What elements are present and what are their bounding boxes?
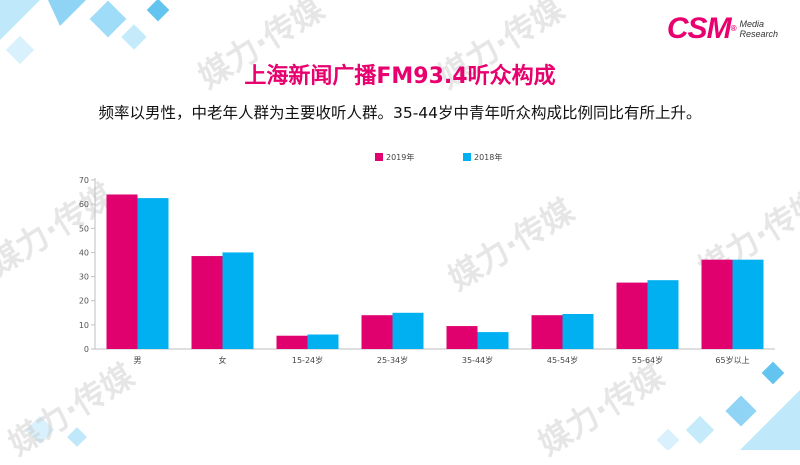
- page-title: 上海新闻广播FM93.4听众构成: [244, 64, 556, 89]
- legend-swatch: [375, 153, 383, 161]
- y-tick-label: 40: [79, 248, 89, 257]
- bar-2019: [446, 326, 478, 349]
- bar-2019: [361, 315, 393, 349]
- bar-2018: [732, 259, 764, 349]
- bar-2019: [616, 282, 648, 349]
- x-tick-label: 15-24岁: [292, 355, 323, 365]
- y-tick-label: 30: [79, 273, 89, 282]
- x-tick-label: 25-34岁: [377, 355, 408, 365]
- x-tick-label: 65岁以上: [715, 355, 749, 365]
- bar-2019: [701, 259, 733, 349]
- y-tick-label: 70: [79, 176, 89, 185]
- csm-logo: CSM® Media Research: [667, 14, 778, 44]
- bar-2019: [191, 256, 223, 349]
- logo-text: CSM®: [666, 12, 737, 45]
- bar-2018: [477, 332, 509, 349]
- bar-2018: [392, 312, 424, 349]
- bar-2018: [222, 252, 254, 349]
- bar-2019: [106, 194, 138, 349]
- legend-label: 2018年: [474, 152, 502, 162]
- y-tick-label: 60: [79, 200, 89, 209]
- page-subtitle: 频率以男性，中老年人群为主要收听人群。35-44岁中青年听众构成比例同比有所上升…: [98, 104, 702, 122]
- x-tick-label: 男: [134, 356, 142, 365]
- bar-2018: [647, 280, 679, 349]
- y-tick-label: 50: [79, 224, 89, 233]
- x-tick-label: 45-54岁: [547, 355, 578, 365]
- bar-2018: [307, 334, 339, 349]
- y-tick-label: 0: [84, 345, 89, 354]
- x-tick-label: 35-44岁: [462, 355, 493, 365]
- bar-2019: [276, 335, 308, 349]
- bar-2019: [531, 315, 563, 349]
- decoration-bottom-left: [25, 415, 87, 447]
- logo-subtext: Media Research: [739, 19, 778, 39]
- bar-2018: [137, 198, 169, 349]
- bar-2018: [562, 313, 594, 349]
- y-tick-label: 10: [79, 321, 89, 330]
- x-tick-label: 女: [219, 355, 227, 365]
- legend-label: 2019年: [386, 152, 414, 162]
- y-tick-label: 20: [79, 297, 89, 306]
- bar-chart: 0 10 20 30 40 50 60 70 男 女 15-24岁 25-34岁 35-44岁 45-54…: [79, 152, 775, 365]
- legend-swatch: [463, 153, 471, 161]
- x-tick-label: 55-64岁: [632, 355, 663, 365]
- decoration-bottom-right: [656, 361, 800, 450]
- decoration-top-left: [0, 0, 170, 65]
